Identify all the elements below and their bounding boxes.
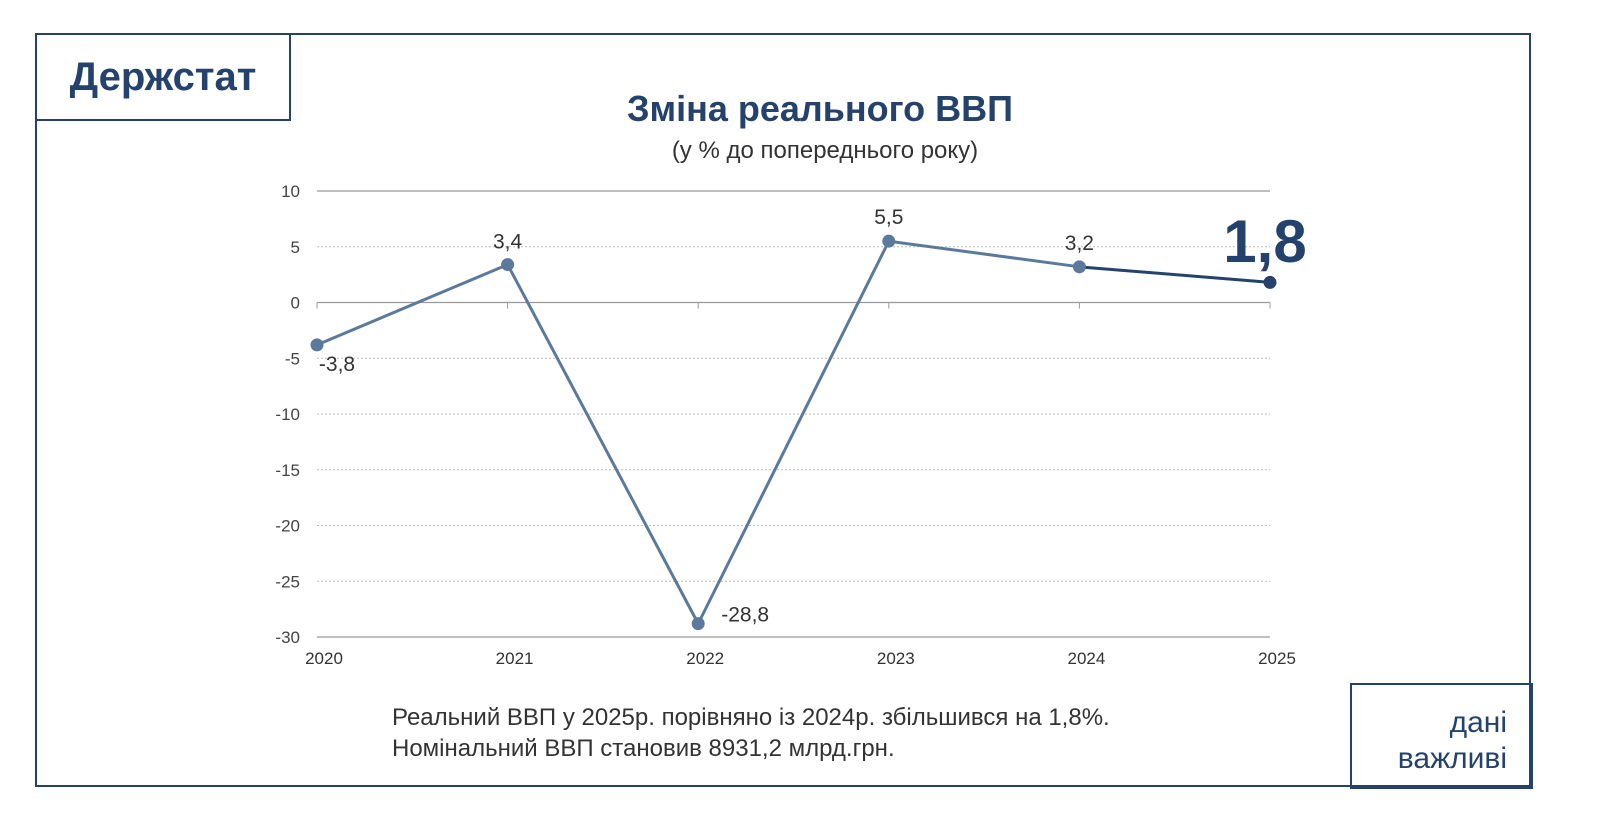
series-segment: [506, 263, 700, 625]
series-segment: [1079, 265, 1271, 284]
x-tick-label: 2022: [686, 649, 724, 668]
series-segment: [696, 240, 891, 625]
data-point: [501, 258, 515, 272]
data-label: 3,2: [1065, 232, 1094, 255]
data-label: -28,8: [721, 604, 769, 627]
x-tick-label: 2023: [877, 649, 915, 668]
data-point: [310, 338, 324, 352]
note-line-1: Реальний ВВП у 2025р. порівняно із 2024р…: [392, 704, 1110, 731]
data-point: [882, 234, 896, 248]
logo: Держстат: [35, 33, 291, 121]
chart-title: Зміна реального ВВП: [626, 88, 1014, 129]
x-tick-label: 2024: [1067, 649, 1105, 668]
y-tick-label: -30: [275, 628, 300, 647]
series-segment: [888, 239, 1080, 269]
data-label-highlight: 1,8: [1223, 208, 1306, 275]
data-label: 5,5: [874, 206, 903, 229]
x-tick-label: 2025: [1258, 649, 1296, 668]
slogan-badge: дані важливі: [1350, 683, 1533, 789]
badge-line-1: дані: [1449, 706, 1507, 739]
y-tick-label: 5: [291, 238, 300, 257]
data-point: [1263, 275, 1277, 289]
x-tick-label: 2020: [305, 649, 343, 668]
y-tick-label: -5: [285, 349, 300, 368]
data-label: -3,8: [319, 353, 355, 376]
frame: [35, 33, 1531, 787]
data-label: 3,4: [493, 231, 523, 254]
y-tick-label: -15: [275, 461, 300, 480]
note: Реальний ВВП у 2025р. порівняно із 2024р…: [392, 702, 1110, 764]
note-line-2: Номінальний ВВП становив 8931,2 млрд.грн…: [392, 735, 895, 762]
data-point: [691, 617, 705, 631]
badge-line-2: важливі: [1397, 742, 1507, 775]
y-tick-label: 0: [291, 294, 300, 313]
y-tick-label: -20: [275, 517, 300, 536]
y-tick-label: -25: [275, 572, 300, 591]
data-point: [1072, 260, 1086, 274]
x-tick-label: 2021: [496, 649, 534, 668]
chart-subtitle: (у % до попереднього року): [671, 137, 979, 164]
y-tick-label: 10: [281, 182, 300, 201]
y-tick-label: -10: [275, 405, 300, 424]
series-segment: [316, 263, 509, 347]
